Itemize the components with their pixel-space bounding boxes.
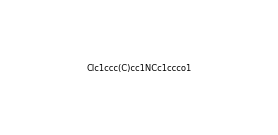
Text: Clc1ccc(C)cc1NCc1ccco1: Clc1ccc(C)cc1NCc1ccco1 bbox=[86, 63, 192, 72]
